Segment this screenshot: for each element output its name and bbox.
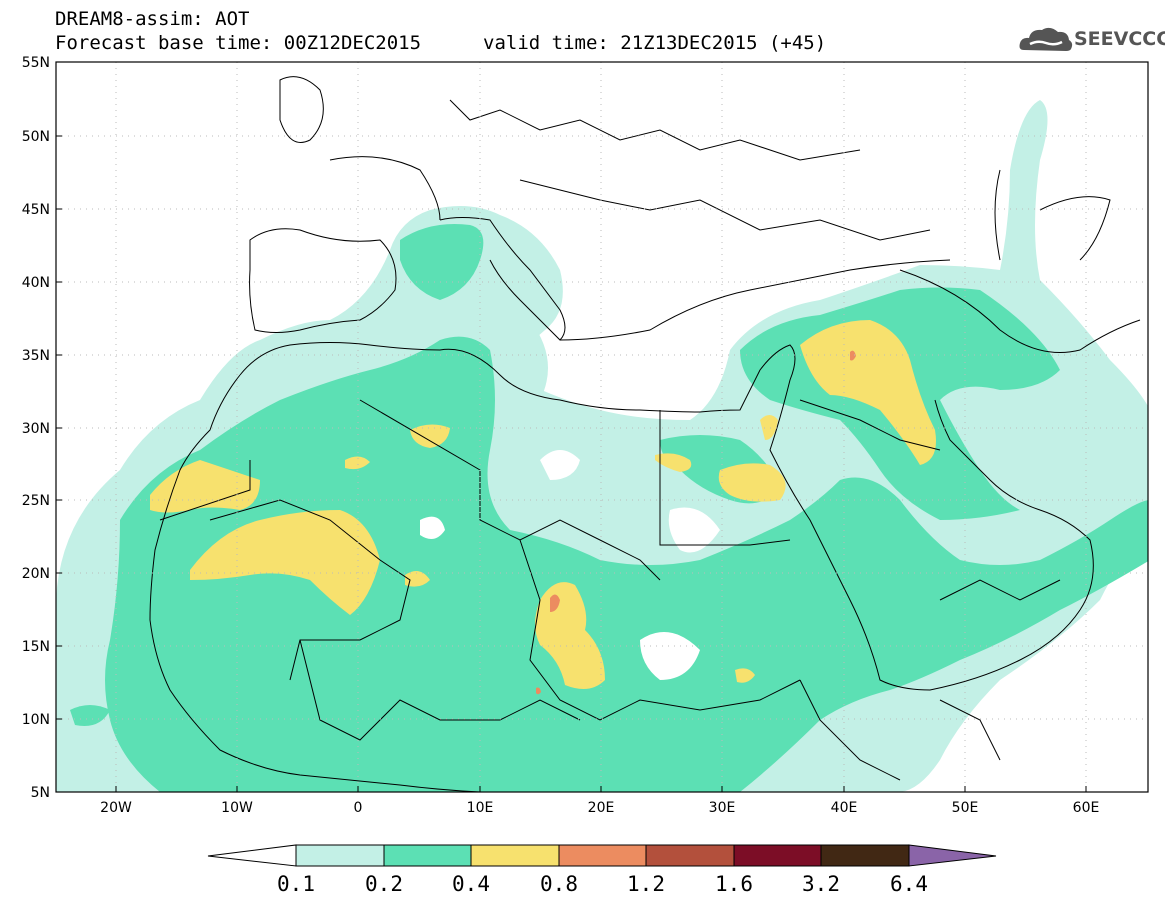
lat-label: 20N bbox=[22, 566, 50, 582]
lat-label: 10N bbox=[22, 712, 50, 728]
colorbar-label: 1.2 bbox=[627, 872, 665, 896]
colorbar-over-arrow bbox=[908, 844, 997, 867]
colorbar-label: 0.2 bbox=[365, 872, 403, 896]
lon-label: 20E bbox=[588, 800, 615, 816]
colorbar-segment bbox=[733, 844, 822, 867]
cloud-logo-icon bbox=[1019, 27, 1073, 51]
colorbar-segment bbox=[383, 844, 472, 867]
colorbar-under-arrow bbox=[207, 844, 297, 867]
lat-label: 50N bbox=[22, 129, 50, 145]
lat-label: 25N bbox=[22, 493, 50, 509]
colorbar-segment bbox=[645, 844, 735, 867]
lon-label: 60E bbox=[1073, 800, 1100, 816]
colorbar-segment bbox=[470, 844, 560, 867]
coastlines-borders bbox=[149, 76, 1141, 792]
colorbar-label: 0.1 bbox=[277, 872, 315, 896]
seevccc-logo: SEEVCCC bbox=[1018, 24, 1165, 56]
lat-label: 45N bbox=[22, 202, 50, 218]
latitude-labels: 55N 50N 45N 40N 35N 30N 25N 20N 15N 10N … bbox=[22, 55, 50, 801]
lat-label: 30N bbox=[22, 421, 50, 437]
colorbar-segment bbox=[295, 844, 385, 867]
valid-time: valid time: 21Z13DEC2015 (+45) bbox=[483, 32, 827, 54]
graticule bbox=[56, 62, 1148, 792]
lat-label: 15N bbox=[22, 639, 50, 655]
colorbar-label: 1.6 bbox=[715, 872, 753, 896]
model-title: DREAM8-assim: AOT bbox=[55, 8, 250, 30]
aot-low-areas bbox=[420, 450, 720, 680]
aot-field bbox=[56, 100, 1148, 792]
lat-label: 55N bbox=[22, 55, 50, 71]
aot-level-0.8 bbox=[536, 350, 856, 695]
lat-label: 40N bbox=[22, 275, 50, 291]
forecast-base-time: Forecast base time: 00Z12DEC2015 bbox=[55, 32, 422, 54]
lat-label: 35N bbox=[22, 348, 50, 364]
lon-label: 0 bbox=[354, 800, 363, 816]
colorbar bbox=[207, 844, 997, 867]
map-frame bbox=[55, 61, 1149, 793]
axis-ticks bbox=[56, 61, 1087, 792]
lon-label: 10W bbox=[221, 800, 253, 816]
lon-label: 30E bbox=[709, 800, 736, 816]
logo-text: SEEVCCC bbox=[1074, 28, 1165, 50]
colorbar-label: 0.4 bbox=[452, 872, 490, 896]
lon-label: 10E bbox=[467, 800, 494, 816]
lat-label: 5N bbox=[31, 785, 50, 801]
colorbar-segment bbox=[558, 844, 647, 867]
colorbar-segment bbox=[820, 844, 910, 867]
colorbar-label: 3.2 bbox=[802, 872, 840, 896]
longitude-labels: 20W 10W 0 10E 20E 30E 40E 50E 60E bbox=[100, 800, 1099, 816]
lon-label: 20W bbox=[100, 800, 132, 816]
colorbar-label: 0.8 bbox=[540, 872, 578, 896]
colorbar-label: 6.4 bbox=[890, 872, 928, 896]
lon-label: 40E bbox=[831, 800, 858, 816]
lon-label: 50E bbox=[952, 800, 979, 816]
